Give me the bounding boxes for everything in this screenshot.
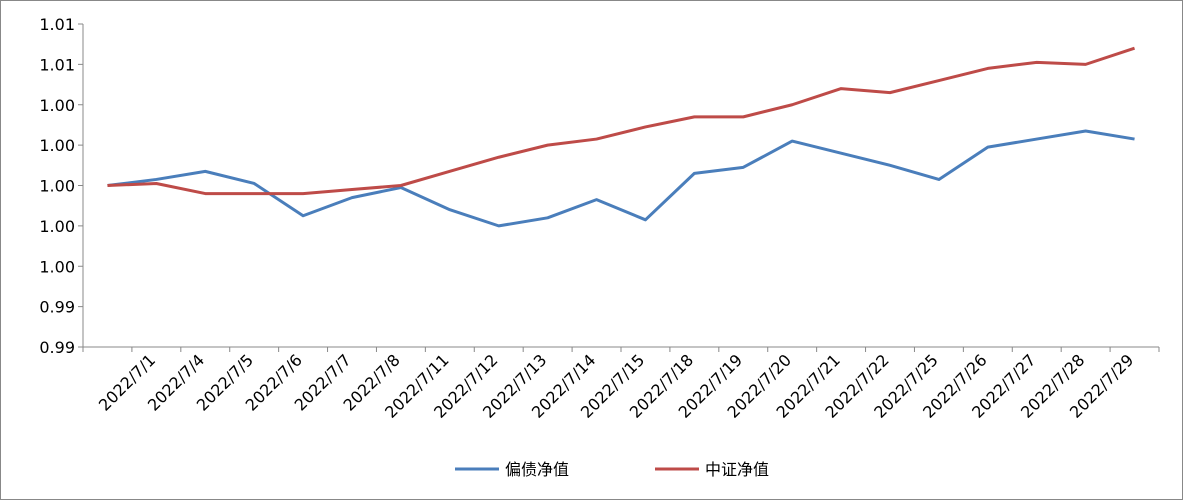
y-tick-label: 0.99 [39,338,75,357]
y-tick-label: 1.00 [39,217,75,236]
y-tick-label: 1.01 [39,55,75,74]
legend-label: 中证净值 [705,460,769,479]
line-series [107,46,1136,196]
y-tick-label: 1.00 [39,177,75,196]
y-tick-label: 1.00 [39,96,75,115]
y-tick-label: 1.00 [39,257,75,276]
y-tick-label: 0.99 [39,298,75,317]
y-tick-label: 1.00 [39,136,75,155]
line-series [107,129,1135,228]
legend-label: 偏债净值 [505,460,569,479]
y-tick-label: 1.01 [39,15,75,34]
